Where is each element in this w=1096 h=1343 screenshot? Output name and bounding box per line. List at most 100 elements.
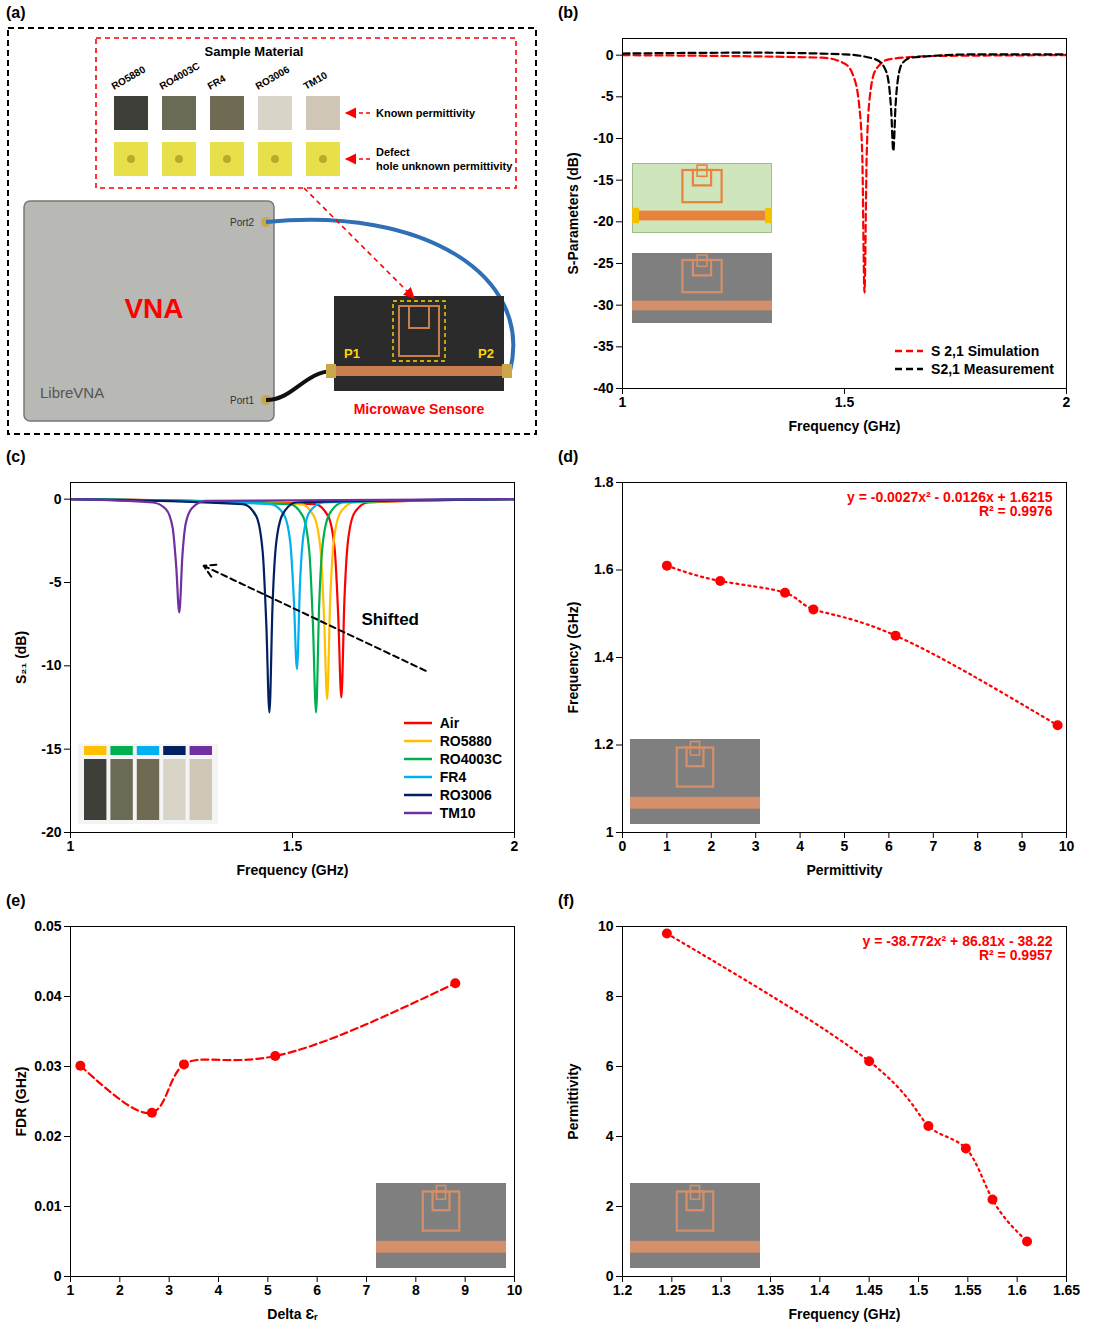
svg-text:1.5: 1.5 <box>909 1282 929 1298</box>
svg-text:1.2: 1.2 <box>594 736 614 752</box>
svg-text:0.04: 0.04 <box>34 988 61 1004</box>
svg-text:0: 0 <box>619 838 627 854</box>
svg-text:S₂₁ (dB): S₂₁ (dB) <box>13 631 29 684</box>
svg-text:-15: -15 <box>41 741 61 757</box>
svg-text:Permittivity: Permittivity <box>806 862 882 878</box>
html-text:(b): (b) <box>558 4 579 21</box>
svg-text:-15: -15 <box>593 172 613 188</box>
svg-text:Sample Material: Sample Material <box>205 44 304 59</box>
html-text:(d): (d) <box>558 448 579 465</box>
svg-text:-40: -40 <box>593 380 613 396</box>
svg-text:-5: -5 <box>601 88 614 104</box>
svg-text:0.03: 0.03 <box>34 1058 61 1074</box>
svg-text:1: 1 <box>67 1282 75 1298</box>
svg-text:2: 2 <box>116 1282 124 1298</box>
svg-text:-10: -10 <box>593 130 613 146</box>
svg-text:4: 4 <box>606 1128 614 1144</box>
svg-text:6: 6 <box>313 1282 321 1298</box>
svg-text:2: 2 <box>511 838 519 854</box>
svg-text:Microwave Sensore: Microwave Sensore <box>354 401 485 417</box>
svg-text:-25: -25 <box>593 255 613 271</box>
svg-text:1.3: 1.3 <box>711 1282 731 1298</box>
svg-text:1.5: 1.5 <box>283 838 303 854</box>
svg-text:RO3006: RO3006 <box>254 63 292 91</box>
svg-text:RO5880: RO5880 <box>110 63 148 91</box>
svg-text:1.4: 1.4 <box>810 1282 830 1298</box>
svg-text:1: 1 <box>67 838 75 854</box>
svg-text:FDR (GHz): FDR (GHz) <box>13 1067 29 1137</box>
svg-text:P1: P1 <box>344 346 360 361</box>
svg-text:4: 4 <box>215 1282 223 1298</box>
svg-text:1.8: 1.8 <box>594 474 614 490</box>
svg-text:4: 4 <box>796 838 804 854</box>
svg-text:P2: P2 <box>478 346 494 361</box>
svg-text:5: 5 <box>264 1282 272 1298</box>
svg-text:10: 10 <box>1059 838 1075 854</box>
svg-text:Frequency (GHz): Frequency (GHz) <box>788 1306 900 1322</box>
svg-text:-20: -20 <box>41 824 61 840</box>
svg-text:9: 9 <box>1018 838 1026 854</box>
svg-text:2: 2 <box>606 1198 614 1214</box>
svg-text:1.4: 1.4 <box>594 649 614 665</box>
svg-text:1.55: 1.55 <box>954 1282 981 1298</box>
svg-text:6: 6 <box>885 838 893 854</box>
html-text:(c): (c) <box>6 448 26 465</box>
svg-text:1.5: 1.5 <box>835 394 855 410</box>
svg-text:10: 10 <box>598 918 614 934</box>
svg-text:0.05: 0.05 <box>34 918 61 934</box>
svg-text:0.02: 0.02 <box>34 1128 61 1144</box>
svg-text:Frequency (GHz): Frequency (GHz) <box>236 862 348 878</box>
svg-text:0: 0 <box>54 491 62 507</box>
svg-text:8: 8 <box>974 838 982 854</box>
svg-text:y = -38.772x² + 86.81x - 38.22: y = -38.772x² + 86.81x - 38.22R² = 0.995… <box>863 933 1053 963</box>
svg-text:1.2: 1.2 <box>613 1282 633 1298</box>
svg-text:Shifted: Shifted <box>361 610 419 629</box>
svg-text:7: 7 <box>363 1282 371 1298</box>
svg-text:1.6: 1.6 <box>594 561 614 577</box>
svg-text:hole unknown permittivity: hole unknown permittivity <box>376 160 513 172</box>
svg-text:10: 10 <box>507 1282 523 1298</box>
svg-text:RO4003C: RO4003C <box>158 60 202 92</box>
svg-text:2: 2 <box>1063 394 1071 410</box>
html-text:(a): (a) <box>6 4 26 21</box>
svg-text:1: 1 <box>619 394 627 410</box>
svg-text:Port2: Port2 <box>230 217 254 228</box>
svg-text:1: 1 <box>606 824 614 840</box>
svg-text:VNA: VNA <box>124 293 183 324</box>
svg-text:1.45: 1.45 <box>856 1282 883 1298</box>
svg-text:9: 9 <box>461 1282 469 1298</box>
svg-text:Frequency (GHz): Frequency (GHz) <box>565 601 581 713</box>
svg-text:0: 0 <box>606 47 614 63</box>
svg-text:3: 3 <box>752 838 760 854</box>
svg-text:Delta Ɛᵣ: Delta Ɛᵣ <box>267 1306 318 1322</box>
svg-text:7: 7 <box>929 838 937 854</box>
svg-text:8: 8 <box>412 1282 420 1298</box>
svg-text:-30: -30 <box>593 297 613 313</box>
svg-text:0.01: 0.01 <box>34 1198 61 1214</box>
svg-text:1.25: 1.25 <box>658 1282 685 1298</box>
svg-text:1.35: 1.35 <box>757 1282 784 1298</box>
svg-text:S-Parameters (dB): S-Parameters (dB) <box>565 152 581 274</box>
svg-text:Known permittivity: Known permittivity <box>376 107 476 119</box>
svg-text:1.6: 1.6 <box>1007 1282 1027 1298</box>
svg-text:-10: -10 <box>41 657 61 673</box>
svg-text:Port1: Port1 <box>230 395 254 406</box>
svg-text:Defect: Defect <box>376 146 410 158</box>
svg-text:-35: -35 <box>593 338 613 354</box>
svg-text:TM10: TM10 <box>302 69 330 92</box>
svg-text:2: 2 <box>707 838 715 854</box>
svg-text:3: 3 <box>165 1282 173 1298</box>
svg-text:y = -0.0027x² - 0.0126x + 1.62: y = -0.0027x² - 0.0126x + 1.6215R² = 0.9… <box>847 489 1053 519</box>
svg-text:5: 5 <box>841 838 849 854</box>
svg-text:Frequency (GHz): Frequency (GHz) <box>788 418 900 434</box>
svg-text:Permittivity: Permittivity <box>565 1063 581 1139</box>
svg-text:-5: -5 <box>49 574 62 590</box>
svg-text:6: 6 <box>606 1058 614 1074</box>
svg-text:1: 1 <box>663 838 671 854</box>
svg-text:1.65: 1.65 <box>1053 1282 1080 1298</box>
svg-text:LibreVNA: LibreVNA <box>40 384 104 401</box>
svg-text:-20: -20 <box>593 213 613 229</box>
svg-text:0: 0 <box>54 1268 62 1284</box>
svg-text:FR4: FR4 <box>206 73 228 92</box>
svg-text:8: 8 <box>606 988 614 1004</box>
